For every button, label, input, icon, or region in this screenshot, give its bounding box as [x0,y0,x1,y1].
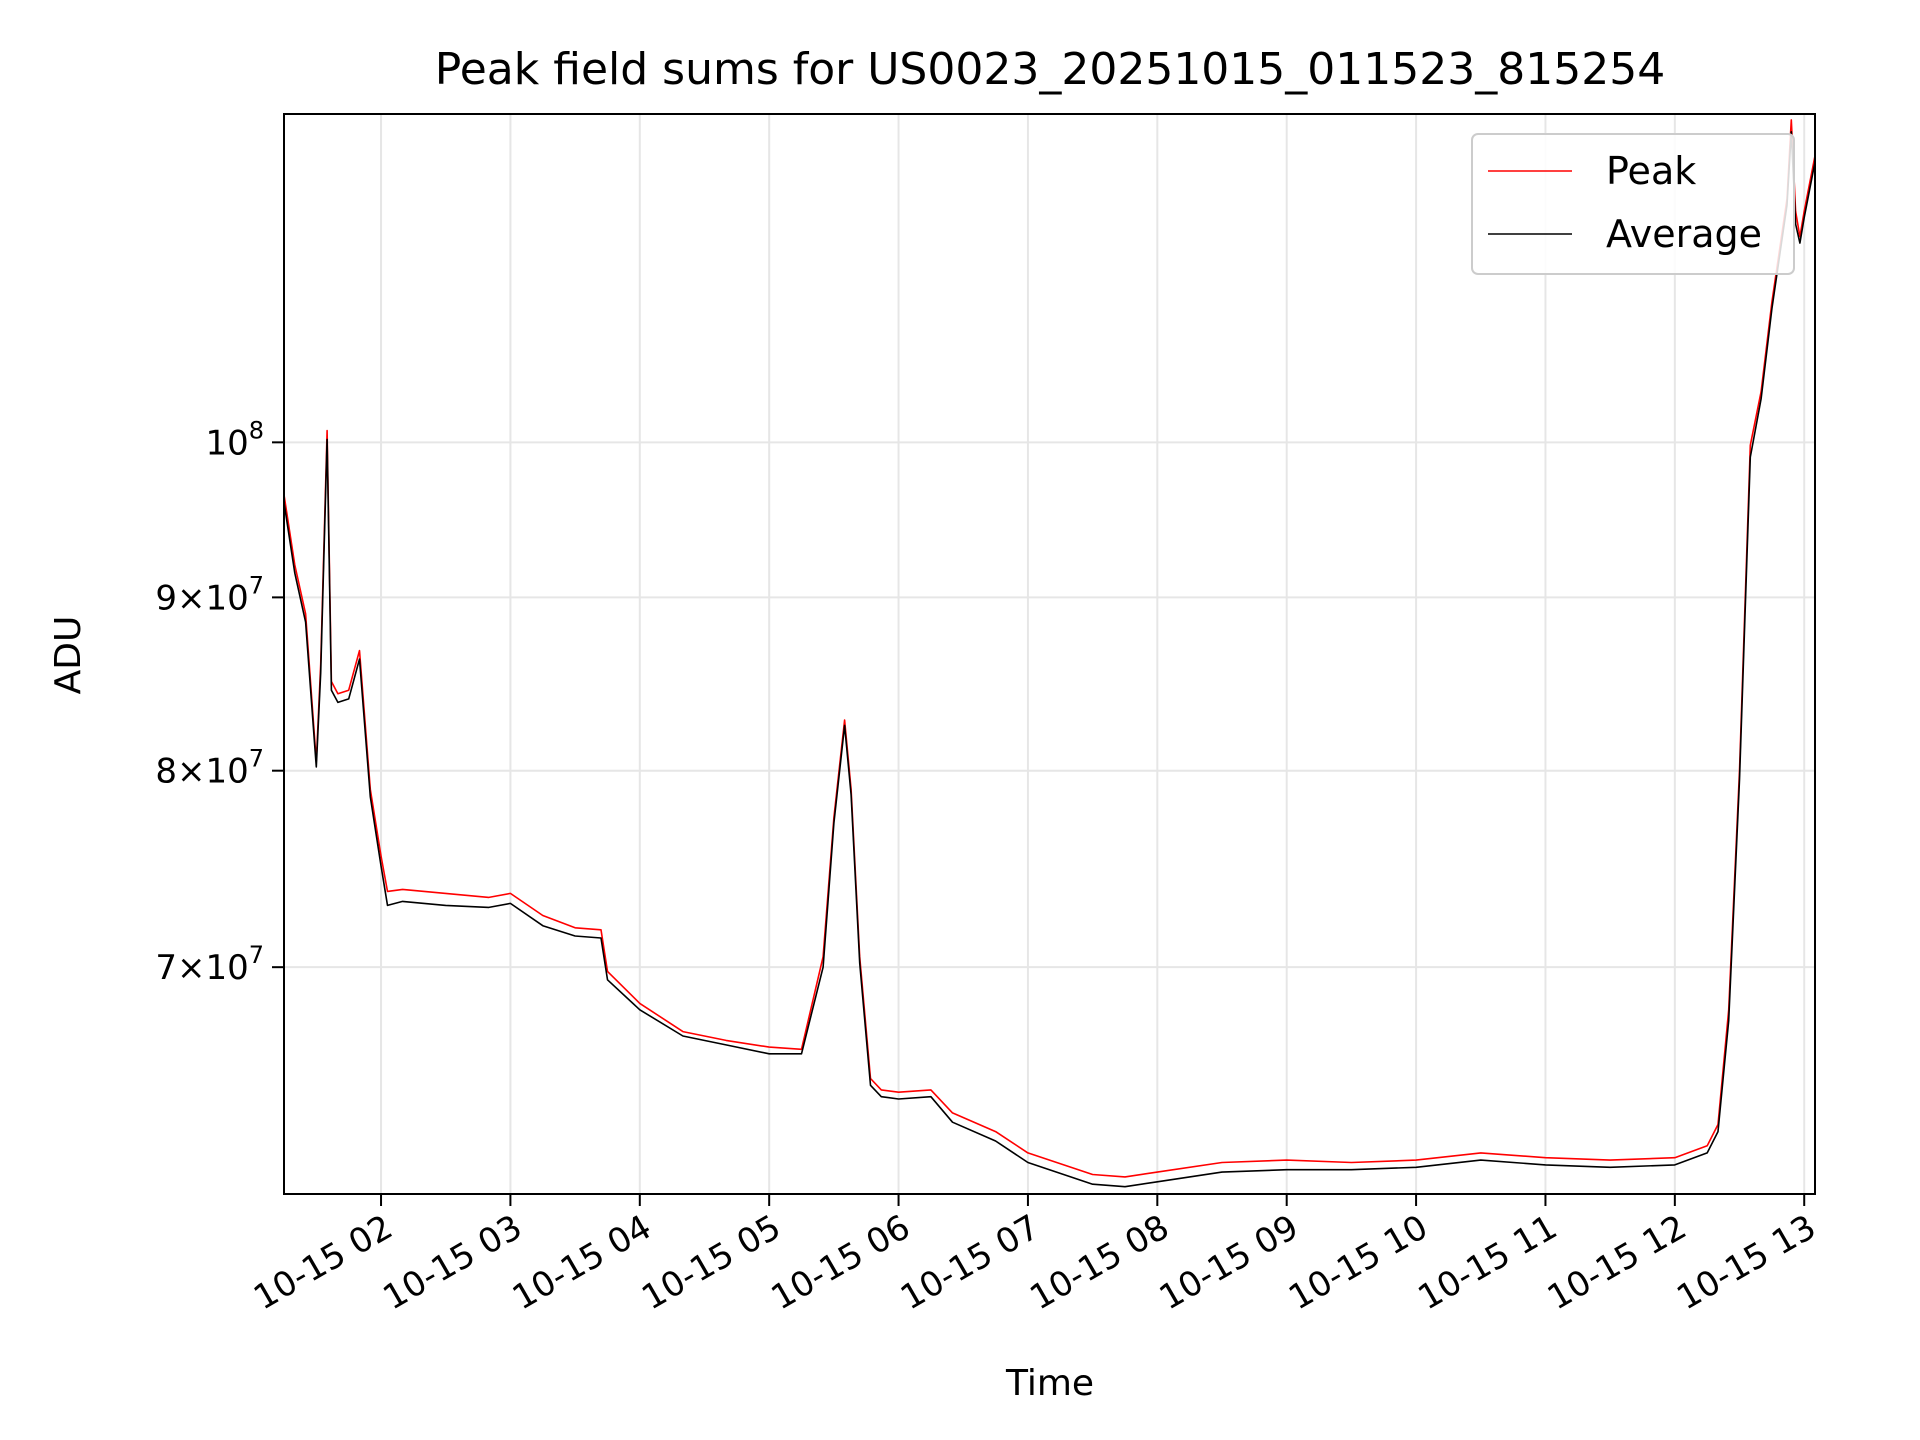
legend-label-average: Average [1606,212,1762,256]
legend-label-peak: Peak [1606,149,1696,193]
series-line-average [284,131,1815,1188]
legend: Peak Average [1471,133,1795,275]
y-tick-label: 9×107 [155,571,264,618]
y-axis-label: ADU [48,616,89,695]
series-layer [284,119,1815,1188]
y-axis-ticks: 7×107 8×107 9×107 108 [155,416,284,988]
grid [284,114,1815,1194]
y-tick-label: 8×107 [155,745,264,792]
x-axis-label: Time [1005,1363,1094,1404]
axes-frame [283,113,1816,1195]
y-tick-label: 108 [205,416,264,463]
chart-title: Peak field sums for US0023_20251015_0115… [435,44,1665,95]
legend-box [1471,133,1795,275]
y-tick-label: 7×107 [155,941,264,988]
